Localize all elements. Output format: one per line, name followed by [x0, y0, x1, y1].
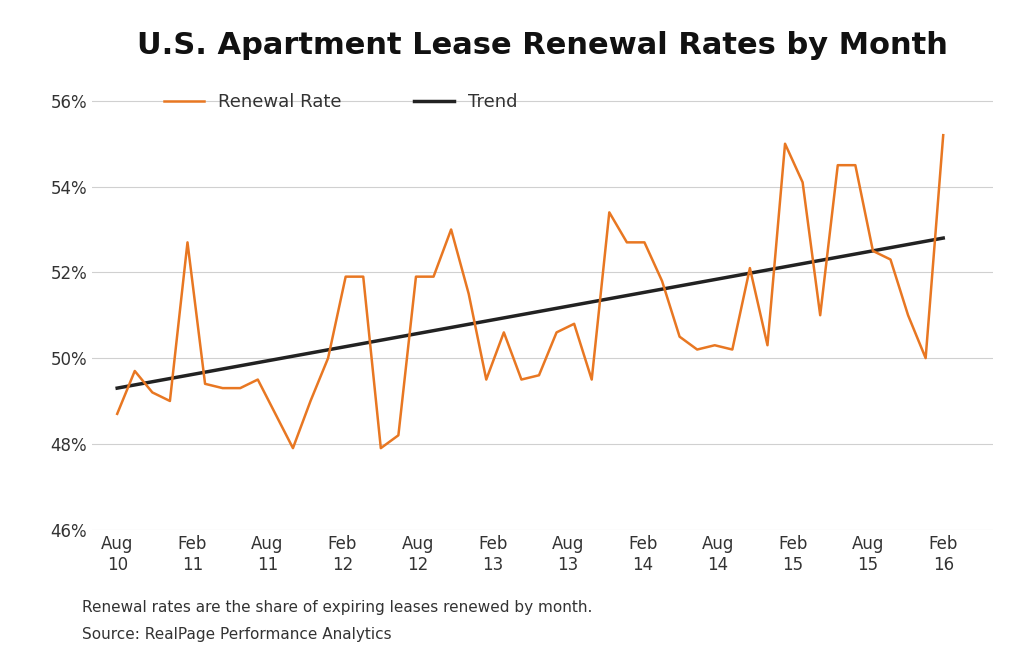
Renewal Rate: [568, 320, 581, 328]
Renewal Rate: [779, 140, 792, 148]
Renewal Rate: [638, 238, 650, 246]
Title: U.S. Apartment Lease Renewal Rates by Month: U.S. Apartment Lease Renewal Rates by Mo…: [137, 31, 948, 60]
Renewal Rate: [146, 389, 159, 397]
Renewal Rate: [621, 238, 633, 246]
Renewal Rate: [885, 256, 897, 263]
Renewal Rate: [287, 444, 299, 452]
Renewal Rate: [691, 346, 703, 354]
Renewal Rate: [375, 444, 387, 452]
Renewal Rate: [427, 273, 439, 281]
Renewal Rate: [709, 342, 721, 350]
Renewal Rate: [814, 311, 826, 319]
Renewal Rate: [831, 162, 844, 169]
Renewal Rate: [357, 273, 370, 281]
Renewal Rate: [234, 384, 247, 392]
Renewal Rate: [743, 264, 756, 272]
Renewal Rate: [849, 162, 861, 169]
Renewal Rate: [392, 432, 404, 440]
Renewal Rate: [410, 273, 422, 281]
Renewal Rate: [902, 311, 914, 319]
Renewal Rate: [674, 333, 686, 341]
Renewal Rate: [322, 354, 334, 362]
Renewal Rate: [586, 375, 598, 383]
Renewal Rate: [480, 375, 493, 383]
Legend: Renewal Rate, Trend: Renewal Rate, Trend: [164, 93, 518, 111]
Renewal Rate: [937, 131, 949, 139]
Renewal Rate: [603, 209, 615, 216]
Renewal Rate: [216, 384, 228, 392]
Renewal Rate: [920, 354, 932, 362]
Renewal Rate: [269, 410, 282, 418]
Renewal Rate: [532, 371, 545, 379]
Renewal Rate: [761, 342, 773, 350]
Renewal Rate: [498, 328, 510, 336]
Renewal Rate: [199, 380, 211, 388]
Renewal Rate: [111, 410, 123, 418]
Renewal Rate: [726, 346, 738, 354]
Renewal Rate: [866, 247, 879, 255]
Renewal Rate: [463, 290, 475, 298]
Renewal Rate: [164, 397, 176, 405]
Renewal Rate: [252, 375, 264, 383]
Line: Renewal Rate: Renewal Rate: [117, 135, 943, 448]
Renewal Rate: [181, 238, 194, 246]
Text: Source: RealPage Performance Analytics: Source: RealPage Performance Analytics: [82, 627, 391, 642]
Renewal Rate: [797, 178, 809, 186]
Renewal Rate: [515, 375, 527, 383]
Renewal Rate: [551, 328, 563, 336]
Renewal Rate: [304, 397, 316, 405]
Renewal Rate: [445, 226, 458, 234]
Text: Renewal rates are the share of expiring leases renewed by month.: Renewal rates are the share of expiring …: [82, 600, 592, 616]
Renewal Rate: [656, 277, 669, 285]
Renewal Rate: [340, 273, 352, 281]
Renewal Rate: [129, 367, 141, 375]
